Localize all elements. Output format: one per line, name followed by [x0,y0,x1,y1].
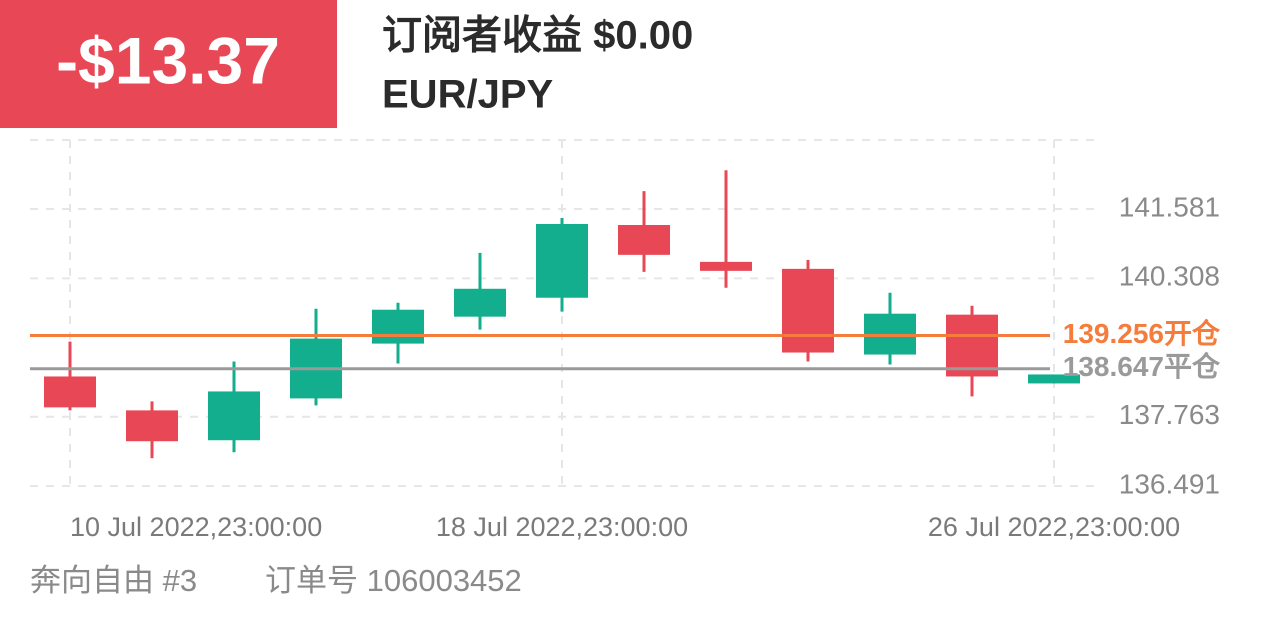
y-tick-label: 137.763 [1119,399,1220,430]
profit: -$13.37 [56,23,280,97]
subscriber-profit: 订阅者收益 $0.00 [382,14,693,58]
x-tick-label: 26 Jul 2022,23:00:00 [928,512,1180,542]
candle-body [782,268,834,353]
y-tick-label: 136.491 [1119,468,1220,499]
y-tick-label: 141.581 [1119,191,1220,222]
candle-body [208,391,260,441]
candle-body [536,224,588,298]
candle-body [700,261,752,271]
candle-body [126,410,178,442]
y-tick-label: 140.308 [1119,261,1220,292]
candle-body [372,309,424,344]
candle-body [946,314,998,377]
x-tick-label: 18 Jul 2022,23:00:00 [436,512,688,542]
profit-badge [0,0,337,128]
price-line-label: 138.647平仓 [1063,351,1221,382]
candle-body [454,288,506,317]
order-number: 订单号 106003452 [265,563,522,598]
plot: 136.491 137.763 140.308 141.581 10 Jul 2022,… [30,139,1221,542]
candle-body [44,376,96,408]
price-line-label: 139.256开仓 [1063,318,1221,349]
symbol: EUR/JPY [382,73,553,117]
candle-body [1028,374,1080,384]
x-tick-label: 10 Jul 2022,23:00:00 [70,512,322,542]
candle-body [618,224,670,255]
strategy: 奔向自由 #3 [30,563,197,598]
